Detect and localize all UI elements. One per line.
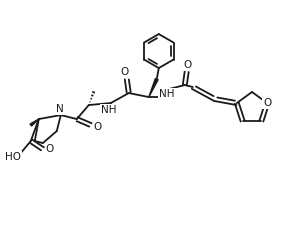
Text: NH: NH <box>101 105 116 115</box>
Text: HO: HO <box>5 152 21 162</box>
Text: O: O <box>46 144 54 154</box>
Polygon shape <box>30 119 39 126</box>
Text: O: O <box>94 122 102 132</box>
Text: O: O <box>263 98 271 108</box>
Polygon shape <box>149 78 158 97</box>
Text: NH: NH <box>159 89 175 99</box>
Text: O: O <box>121 67 129 77</box>
Text: N: N <box>56 104 64 114</box>
Text: O: O <box>184 60 192 70</box>
